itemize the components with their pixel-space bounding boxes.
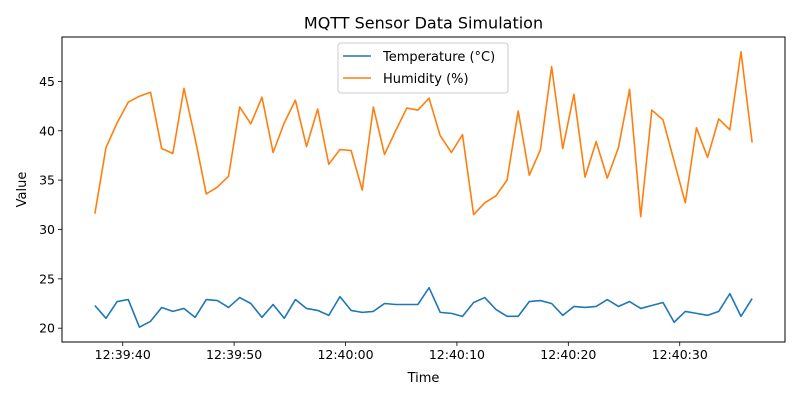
x-axis-ticks: 12:39:40 12:39:50 12:40:00 12:40:10 12:40:20…: [95, 342, 708, 362]
legend: Temperature (°C) Humidity (%): [337, 42, 509, 94]
x-tick-label: 12:40:00: [317, 347, 373, 362]
legend-label-humidity: Humidity (%): [383, 72, 469, 87]
y-axis-ticks: 20 25 30 35 40 45: [39, 74, 62, 336]
x-tick-label: 12:40:20: [540, 347, 596, 362]
chart-title: MQTT Sensor Data Simulation: [304, 14, 543, 33]
x-tick-label: 12:39:40: [95, 347, 151, 362]
x-axis-label: Time: [407, 371, 440, 386]
series-lines: [94, 51, 753, 328]
y-tick-label: 20: [39, 321, 55, 336]
y-tick-label: 30: [39, 222, 55, 237]
y-tick-label: 35: [39, 173, 55, 188]
plot-frame: [61, 36, 786, 343]
y-tick-label: 25: [39, 271, 55, 286]
legend-label-temperature: Temperature (°C): [382, 50, 495, 65]
y-tick-label: 45: [39, 74, 55, 89]
series-line-temperature: [94, 286, 753, 328]
legend-box: [337, 42, 509, 94]
y-axis-label: Value: [15, 172, 30, 208]
y-tick-label: 40: [39, 123, 55, 138]
x-tick-label: 12:40:10: [429, 347, 485, 362]
x-tick-label: 12:39:50: [206, 347, 262, 362]
series-line-humidity: [94, 51, 753, 218]
x-tick-label: 12:40:30: [652, 347, 708, 362]
